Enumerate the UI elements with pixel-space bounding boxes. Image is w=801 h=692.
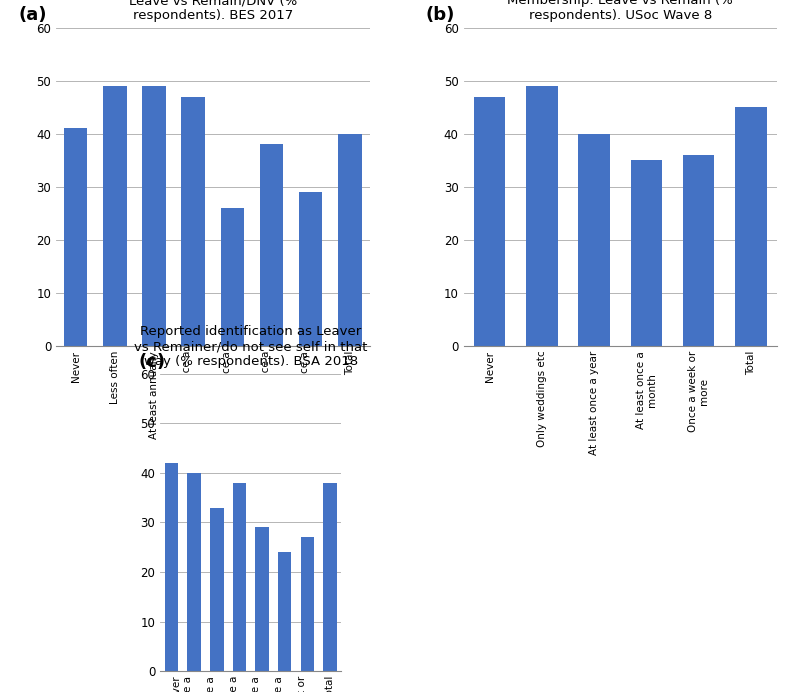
Bar [182, 97, 205, 346]
Bar [338, 134, 362, 346]
Bar [735, 107, 767, 346]
Title: Reported position on EU
Membership: Leave vs Remain (%
respondents). USoc Wave 8: Reported position on EU Membership: Leav… [507, 0, 733, 22]
Bar [278, 552, 292, 671]
Bar [103, 86, 127, 346]
Bar [232, 483, 246, 671]
Text: (b): (b) [426, 6, 455, 24]
Bar [187, 473, 201, 671]
Bar [323, 483, 336, 671]
Bar [143, 86, 166, 346]
Text: (a): (a) [18, 6, 47, 24]
Bar [256, 527, 269, 671]
Bar [210, 508, 223, 671]
Bar [578, 134, 610, 346]
Bar [165, 463, 179, 671]
Text: (c): (c) [139, 353, 166, 371]
Bar [526, 86, 557, 346]
Bar [299, 192, 323, 346]
Bar [220, 208, 244, 346]
Title: Reported Referendum vote choice:
Leave vs Remain/DNV (%
respondents). BES 2017: Reported Referendum vote choice: Leave v… [97, 0, 329, 22]
Bar [260, 145, 284, 346]
Bar [474, 97, 505, 346]
Bar [683, 155, 714, 346]
Bar [64, 129, 87, 346]
Title: Reported identification as Leaver
vs Remainer/do not see self in that
way (% res: Reported identification as Leaver vs Rem… [134, 325, 368, 368]
Bar [630, 161, 662, 346]
Bar [300, 538, 314, 671]
